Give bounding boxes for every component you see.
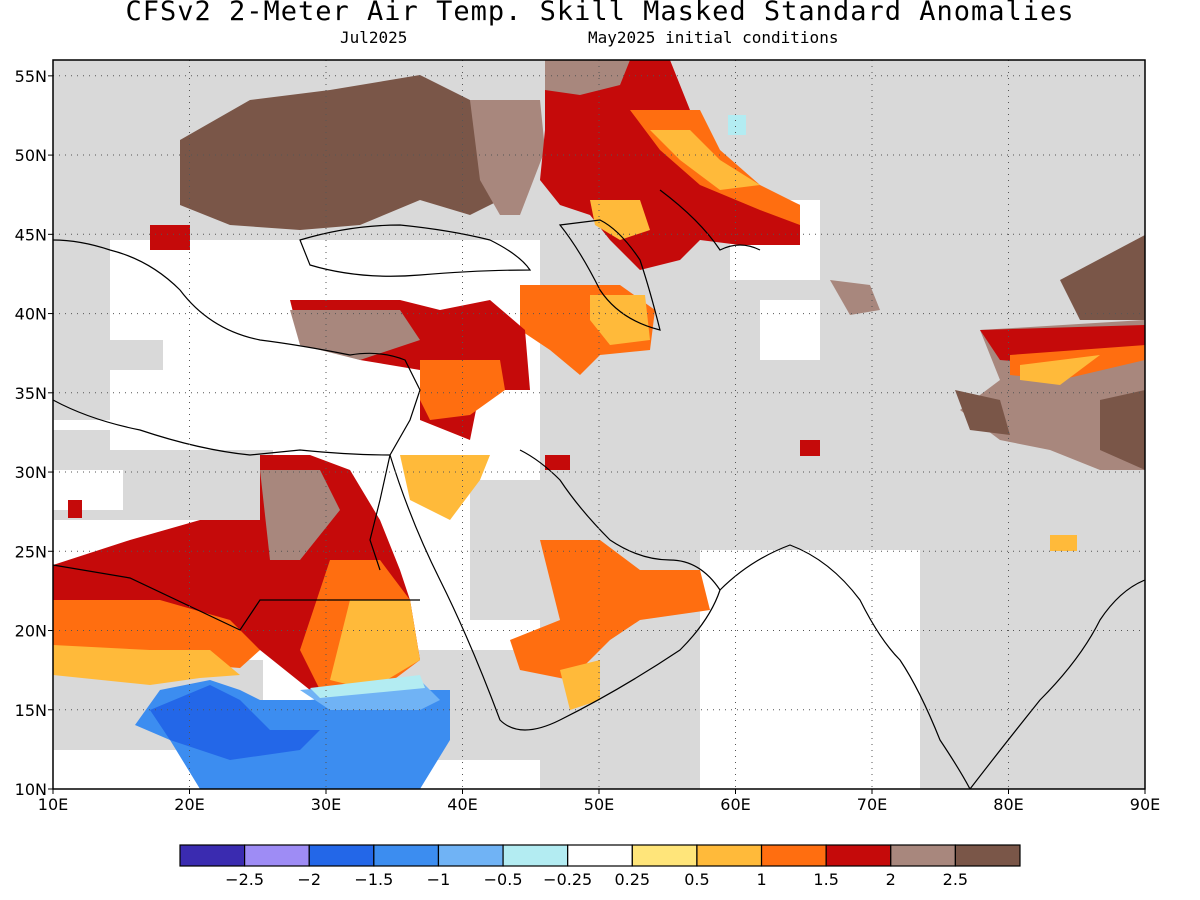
colorbar-swatch [825, 844, 892, 867]
colorbar-label: −0.25 [543, 870, 592, 889]
colorbar-swatch [696, 844, 763, 867]
latitude-axis: 55N 50N 45N 40N 35N 30N 25N 20N 15N 10N [15, 67, 53, 799]
colorbar-label: −1.5 [354, 870, 393, 889]
colorbar-swatch [244, 844, 310, 867]
negative-anomalies [135, 115, 746, 789]
lat-tick-label: 45N [15, 225, 47, 244]
lon-tick-label: 20E [174, 795, 204, 814]
colorbar-label: −2.5 [225, 870, 264, 889]
lat-tick-label: 15N [15, 701, 47, 720]
lat-tick-label: 35N [15, 384, 47, 403]
lon-tick-label: 80E [993, 795, 1023, 814]
colorbar-swatch [954, 844, 1021, 867]
valid-month: Jul2025 [340, 28, 408, 47]
colorbar-label: −1 [427, 870, 451, 889]
lat-tick-label: 10N [15, 780, 47, 799]
colorbar-label: 0.25 [614, 870, 650, 889]
map-title: CFSv2 2-Meter Air Temp. Skill Masked Sta… [125, 0, 1075, 27]
colorbar: −2.5 −2 −1.5 −1 −0.5 −0.25 0.25 0.5 1 1.5 2 2.5 [179, 844, 1021, 889]
colorbar-swatch [631, 844, 698, 867]
lat-tick-label: 25N [15, 542, 47, 561]
colorbar-swatch [437, 844, 504, 867]
lat-tick-label: 40N [15, 305, 47, 324]
lat-tick-label: 20N [15, 622, 47, 641]
longitude-axis: 10E 20E 30E 40E 50E 60E 70E 80E 90E [38, 789, 1160, 814]
colorbar-label: 1.5 [813, 870, 838, 889]
colorbar-label: −0.5 [484, 870, 523, 889]
colorbar-swatch [760, 844, 827, 867]
colorbar-label: 0.5 [684, 870, 709, 889]
gridlines [53, 60, 1145, 789]
colorbar-swatch [890, 844, 956, 867]
colorbar-label: 2.5 [943, 870, 968, 889]
colorbar-swatch [179, 844, 246, 867]
initial-conditions: May2025 initial conditions [588, 28, 839, 47]
colorbar-label: 2 [886, 870, 896, 889]
lon-tick-label: 30E [311, 795, 341, 814]
lon-tick-label: 40E [447, 795, 477, 814]
lat-tick-label: 55N [15, 67, 47, 86]
colorbar-swatch [373, 844, 440, 867]
lon-tick-label: 70E [857, 795, 887, 814]
lon-tick-label: 50E [584, 795, 614, 814]
map-panel [53, 60, 1145, 789]
colorbar-label: −2 [297, 870, 321, 889]
positive-anomalies [53, 60, 1145, 710]
coastlines [53, 189, 1145, 789]
lat-tick-label: 50N [15, 146, 47, 165]
lon-tick-label: 90E [1130, 795, 1160, 814]
lon-tick-label: 10E [38, 795, 68, 814]
colorbar-swatch [567, 844, 633, 867]
colorbar-swatch [502, 844, 569, 867]
neutral-areas [53, 200, 920, 789]
colorbar-swatch [308, 844, 375, 867]
lon-tick-label: 60E [720, 795, 750, 814]
lat-tick-label: 30N [15, 463, 47, 482]
colorbar-label: 1 [756, 870, 766, 889]
